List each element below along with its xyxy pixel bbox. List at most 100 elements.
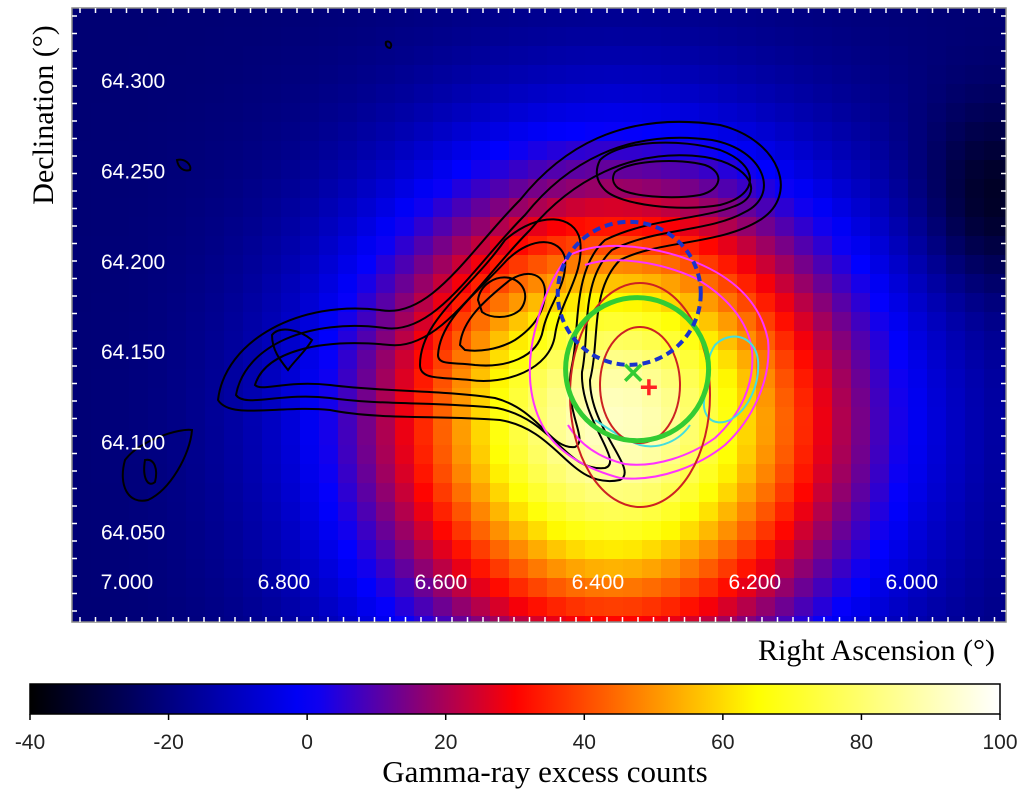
heatmap-pixel (509, 236, 529, 256)
heatmap-pixel (319, 350, 339, 370)
heatmap-pixel (889, 559, 909, 579)
heatmap-pixel (110, 84, 130, 104)
heatmap-pixel (756, 407, 776, 427)
heatmap-pixel (927, 578, 947, 598)
heatmap-pixel (984, 255, 1004, 275)
heatmap-pixel (946, 445, 966, 465)
heatmap-pixel (756, 217, 776, 237)
heatmap-pixel (205, 426, 225, 446)
heatmap-pixel (927, 274, 947, 294)
green-circle (563, 295, 712, 444)
heatmap-pixel (699, 559, 719, 579)
heatmap-pixel (927, 597, 947, 617)
heatmap-pixel (452, 141, 472, 161)
heatmap-pixel (243, 198, 263, 218)
heatmap-pixel (756, 274, 776, 294)
colorbar-tick-label: 80 (850, 731, 873, 754)
heatmap-pixel (661, 179, 681, 199)
heatmap-pixel (680, 160, 700, 180)
heatmap-pixel (965, 122, 985, 142)
heatmap-pixel (509, 521, 529, 541)
heatmap-pixel (452, 559, 472, 579)
heatmap-pixel (490, 464, 510, 484)
heatmap-pixel (395, 65, 415, 85)
heatmap-pixel (585, 540, 605, 560)
heatmap-pixel (718, 578, 738, 598)
heatmap-pixel (984, 407, 1004, 427)
heatmap-pixel (471, 445, 491, 465)
heatmap-pixel (661, 483, 681, 503)
heatmap-pixel (1003, 369, 1006, 389)
heatmap-pixel (509, 293, 529, 313)
heatmap-pixel (452, 8, 472, 28)
heatmap-pixel (889, 46, 909, 66)
heatmap-pixel (490, 426, 510, 446)
heatmap-pixel (528, 559, 548, 579)
heatmap-pixel (243, 8, 263, 28)
heatmap-pixel (414, 274, 434, 294)
heatmap-pixel (300, 46, 320, 66)
heatmap-pixel (889, 369, 909, 389)
heatmap-pixel (528, 578, 548, 598)
heatmap-pixel (775, 521, 795, 541)
heatmap-pixel (661, 160, 681, 180)
heatmap-pixel (224, 122, 244, 142)
heatmap-pixel (148, 198, 168, 218)
heatmap-pixel (642, 464, 662, 484)
heatmap-pixel (756, 464, 776, 484)
heatmap-pixel (756, 559, 776, 579)
heatmap-pixel (129, 369, 149, 389)
heatmap-pixel (262, 578, 282, 598)
heatmap-pixel (528, 84, 548, 104)
black-contours (121, 40, 782, 502)
heatmap-pixel (72, 445, 92, 465)
heatmap-pixel (1003, 27, 1006, 47)
heatmap-pixel (946, 217, 966, 237)
heatmap-pixel (224, 464, 244, 484)
heatmap-pixel (72, 502, 92, 522)
heatmap-pixel (376, 616, 396, 622)
heatmap-pixel (129, 160, 149, 180)
heatmap-pixel (1003, 616, 1006, 622)
heatmap-pixel (376, 293, 396, 313)
heatmap-pixel (395, 445, 415, 465)
heatmap-pixel (642, 27, 662, 47)
heatmap-pixel (984, 464, 1004, 484)
heatmap-pixel (965, 540, 985, 560)
heatmap-pixel (889, 27, 909, 47)
heatmap-pixel (509, 483, 529, 503)
heatmap-pixel (585, 103, 605, 123)
heatmap-pixel (642, 160, 662, 180)
heatmap-pixel (471, 27, 491, 47)
heatmap-pixel (946, 521, 966, 541)
heatmap-pixel (205, 597, 225, 617)
heatmap-pixel (471, 369, 491, 389)
heatmap-pixel (1003, 274, 1006, 294)
heatmap-pixel (585, 217, 605, 237)
heatmap-pixel (262, 483, 282, 503)
heatmap-pixel (661, 521, 681, 541)
heatmap-pixel (832, 65, 852, 85)
heatmap-pixel (984, 103, 1004, 123)
heatmap-pixel (794, 293, 814, 313)
heatmap-pixel (110, 65, 130, 85)
heatmap-pixel (243, 502, 263, 522)
heatmap-pixel (661, 597, 681, 617)
heatmap-pixel (680, 578, 700, 598)
heatmap-pixel (262, 141, 282, 161)
heatmap-pixel (851, 407, 871, 427)
heatmap-pixel (167, 179, 187, 199)
heatmap-pixel (357, 217, 377, 237)
heatmap-pixel (813, 616, 833, 622)
heatmap-pixel (699, 122, 719, 142)
heatmap-pixel (832, 179, 852, 199)
heatmap-pixel (927, 331, 947, 351)
heatmap-pixel (395, 8, 415, 28)
heatmap-pixel (775, 540, 795, 560)
heatmap-pixel (908, 388, 928, 408)
heatmap-pixel (433, 160, 453, 180)
heatmap-pixel (813, 559, 833, 579)
heatmap-pixel (851, 369, 871, 389)
heatmap-pixel (300, 445, 320, 465)
heatmap-pixel (414, 331, 434, 351)
